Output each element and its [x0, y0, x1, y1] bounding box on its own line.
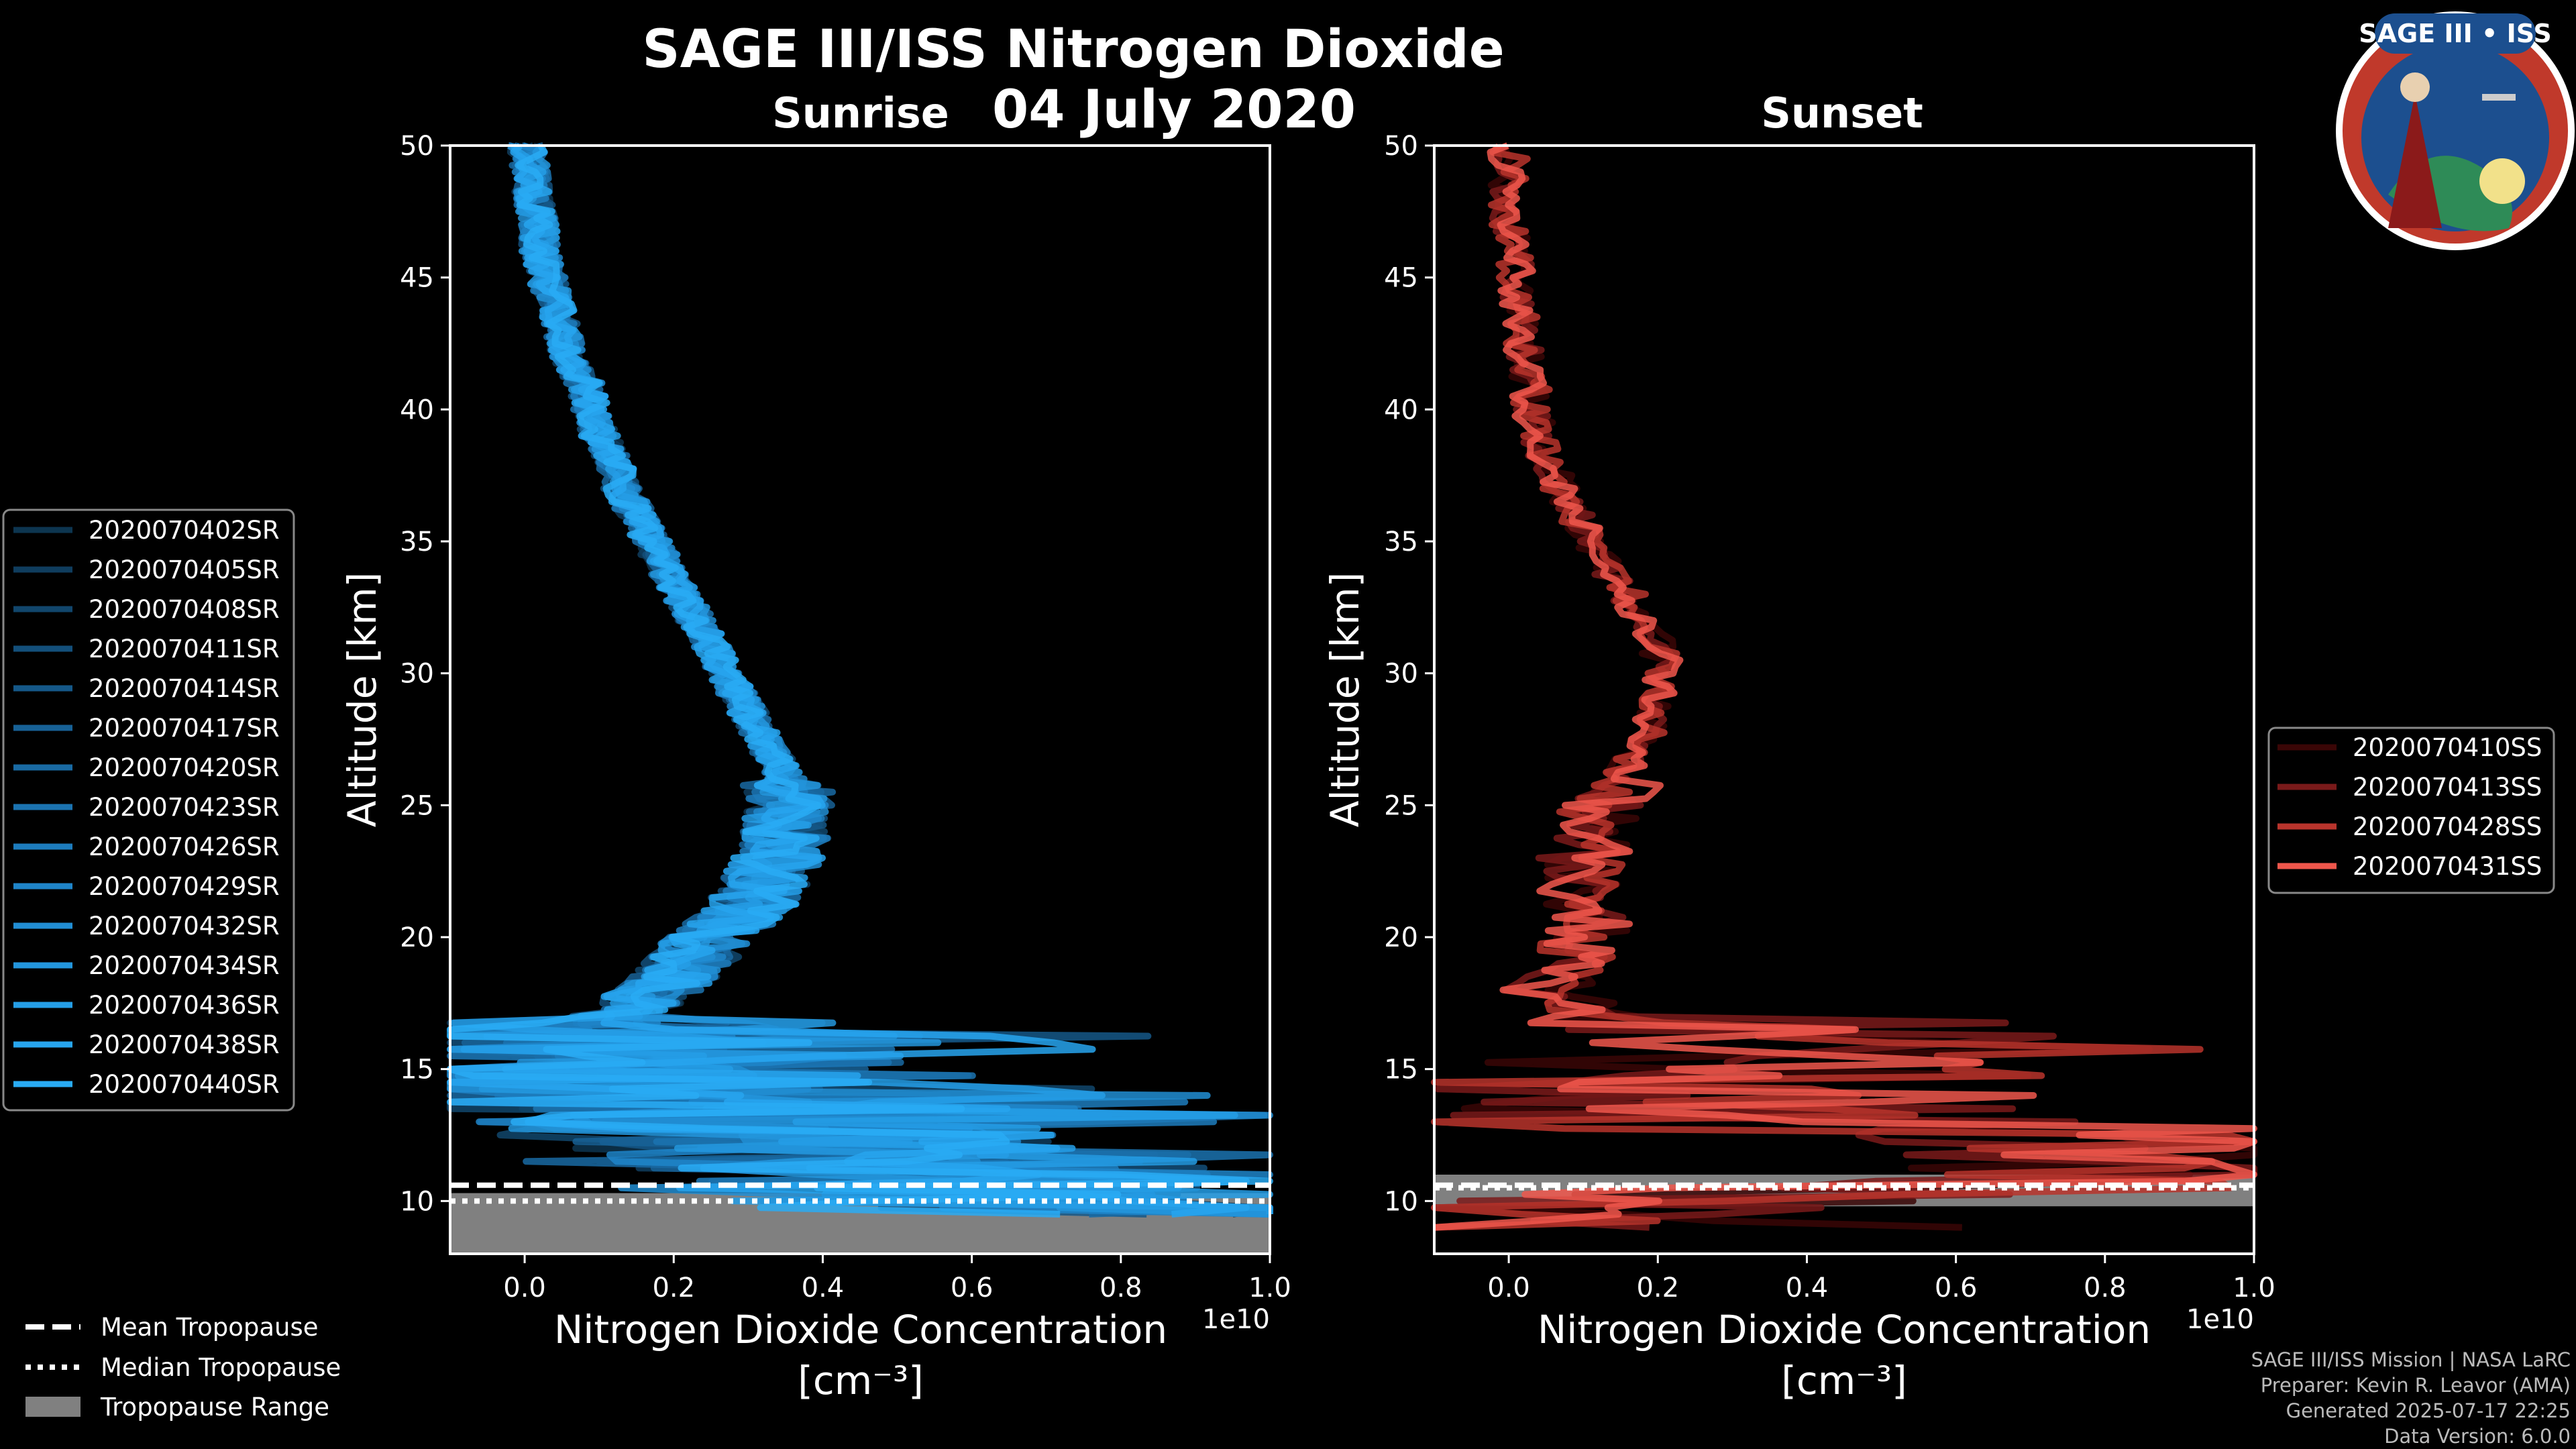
y-tick-label: 45 [400, 263, 434, 294]
logo-text: SAGE III • ISS [2359, 19, 2552, 48]
tropopause-range-label: Tropopause Range [100, 1393, 329, 1421]
sun-icon [2479, 158, 2525, 204]
legend-label: 2020070408SR [89, 595, 280, 624]
sunset-panel: 0.0 0.2 0.4 0.6 0.8 1.0 10 15 20 25 30 35 40 45 50 Nit… [1322, 131, 2275, 1403]
legend-label: 2020070420SR [89, 753, 280, 782]
x-tick-label: 0.8 [2084, 1273, 2127, 1303]
x-tick-label: 1.0 [1248, 1273, 1291, 1303]
median-tropopause-label: Median Tropopause [101, 1353, 341, 1382]
figure-title: SAGE III/ISS Nitrogen Dioxide [642, 19, 1504, 80]
sunrise-plot-frame [449, 144, 1271, 1255]
sunrise-xunit: [cm⁻³] [798, 1358, 924, 1403]
y-tick-label: 35 [1384, 527, 1418, 557]
legend-label: 2020070417SR [89, 714, 280, 743]
footer-line: Data Version: 6.0.0 [2384, 1425, 2571, 1448]
y-tick-label: 50 [1384, 131, 1418, 162]
sunset-plot-frame [1433, 144, 2255, 1255]
logo-banner [2375, 13, 2536, 54]
sunset-legend-box [2267, 727, 2555, 894]
sunrise-legend-box [2, 508, 295, 1112]
x-tick-label: 0.2 [652, 1273, 695, 1303]
figure-icon [2388, 94, 2442, 228]
legend-label: 2020070405SR [89, 555, 280, 584]
legend-label: 2020070438SR [89, 1030, 280, 1059]
sunrise-xlabel: Nitrogen Dioxide Concentration [554, 1307, 1167, 1352]
y-tick-label: 40 [400, 394, 434, 425]
x-tick-label: 0.4 [1786, 1273, 1829, 1303]
sunrise-panel: 0.0 0.2 0.4 0.6 0.8 1.0 10 15 20 25 30 35 40 45 50 Nit… [339, 131, 1291, 1403]
y-tick-label: 40 [1384, 394, 1418, 425]
footer-line: SAGE III/ISS Mission | NASA LaRC [2251, 1348, 2571, 1371]
x-tick-label: 0.2 [1636, 1273, 1679, 1303]
y-tick-label: 35 [400, 527, 434, 557]
y-tick-label: 25 [400, 790, 434, 821]
y-tick-label: 25 [1384, 790, 1418, 821]
y-tick-label: 30 [1384, 659, 1418, 690]
legend-label: 2020070402SR [89, 516, 280, 545]
x-tick-label: 0.6 [951, 1273, 994, 1303]
sunset-xunit: [cm⁻³] [1781, 1358, 1907, 1403]
sunset-profiles [1431, 142, 2257, 1231]
sunrise-profiles [447, 142, 1273, 1218]
x-tick-label: 1.0 [2233, 1273, 2275, 1303]
iss-station-icon [2482, 94, 2516, 101]
legend-label: 2020070431SS [2353, 852, 2542, 881]
legend-label: 2020070413SS [2353, 773, 2542, 802]
footer: SAGE III/ISS Mission | NASA LaRC Prepare… [2251, 1348, 2571, 1448]
sunset-ylabel: Altitude [km] [1322, 572, 1368, 827]
sunset-panel-title: Sunset [1761, 89, 1923, 138]
tropopause-legend: Mean Tropopause Median Tropopause Tropop… [25, 1313, 341, 1421]
legend-label: 2020070423SR [89, 793, 280, 822]
x-tick-label: 0.0 [1487, 1273, 1530, 1303]
legend-label: 2020070426SR [89, 833, 280, 861]
figure-date: 04 July 2020 [992, 80, 1356, 140]
sunrise-x-scale-label: 1e10 [1202, 1304, 1270, 1335]
sunset-xlabel: Nitrogen Dioxide Concentration [1538, 1307, 2151, 1352]
x-tick-label: 0.4 [802, 1273, 845, 1303]
x-tick-label: 0.8 [1099, 1273, 1142, 1303]
y-tick-label: 10 [1384, 1186, 1418, 1217]
profile-line-2020070431SS [1434, 142, 2257, 1231]
x-tick-label: 0.6 [1935, 1273, 1978, 1303]
footer-line: Preparer: Kevin R. Leavor (AMA) [2261, 1374, 2571, 1397]
footer-line: Generated 2025-07-17 22:25 [2286, 1399, 2571, 1422]
figure-head-icon [2400, 72, 2430, 102]
y-tick-label: 45 [1384, 263, 1418, 294]
y-tick-label: 10 [400, 1186, 434, 1217]
profile-line-2020070436SR [450, 143, 1273, 1214]
legend-label: 2020070410SS [2353, 733, 2542, 762]
legend-label: 2020070436SR [89, 991, 280, 1020]
sage-iss-logo: SAGE III • ISS [2336, 11, 2575, 250]
sunrise-ylabel: Altitude [km] [339, 572, 385, 827]
sunset-x-scale-label: 1e10 [2186, 1304, 2254, 1335]
legend-label: 2020070411SR [89, 635, 280, 663]
sunrise-panel-title: Sunrise [772, 89, 949, 138]
y-tick-label: 30 [400, 659, 434, 690]
y-tick-label: 15 [1384, 1055, 1418, 1085]
y-tick-label: 15 [400, 1055, 434, 1085]
y-tick-label: 20 [400, 922, 434, 953]
tropopause-range-swatch [25, 1397, 80, 1417]
mean-tropopause-label: Mean Tropopause [101, 1313, 319, 1342]
y-tick-label: 50 [400, 131, 434, 162]
legend-label: 2020070432SR [89, 912, 280, 941]
legend-label: 2020070428SS [2353, 812, 2542, 841]
y-tick-label: 20 [1384, 922, 1418, 953]
legend-label: 2020070414SR [89, 674, 280, 703]
legend-label: 2020070434SR [89, 951, 280, 980]
legend-label: 2020070429SR [89, 872, 280, 901]
legend-label: 2020070440SR [89, 1070, 280, 1099]
sunrise-legend: 2020070402SR 2020070405SR 2020070408SR 2020… [2, 508, 295, 1112]
sunset-legend: 2020070410SS 2020070413SS 2020070428SS 2020… [2267, 727, 2555, 894]
sunrise-axis-ticks: 0.0 0.2 0.4 0.6 0.8 1.0 10 15 20 25 30 35 40 45 50 [400, 131, 1291, 1303]
x-tick-label: 0.0 [503, 1273, 546, 1303]
sunset-axis-ticks: 0.0 0.2 0.4 0.6 0.8 1.0 10 15 20 25 30 35 40 45 50 [1384, 131, 2275, 1303]
